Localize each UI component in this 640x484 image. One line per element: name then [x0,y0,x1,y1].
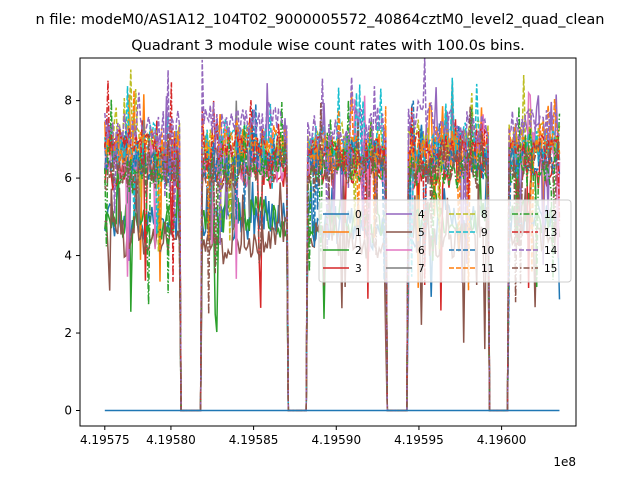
legend-label-12: 12 [544,209,557,221]
legend-label-15: 15 [544,263,557,275]
x-axis-offset-label: 1e8 [553,455,576,469]
y-tick-label: 6 [64,171,72,185]
chart-title: Quadrant 3 module wise count rates with … [131,38,525,54]
y-tick-label: 4 [64,249,72,263]
x-tick-label: 4.19595 [394,433,444,447]
series-line-14 [104,58,560,412]
figure-suptitle: n file: modeM0/AS1A12_104T02_9000005572_… [36,12,605,28]
x-tick-label: 4.19575 [80,433,130,447]
legend-label-2: 2 [355,245,362,257]
legend-label-0: 0 [355,209,362,221]
legend-label-11: 11 [481,263,494,275]
x-tick-label: 4.19600 [477,433,527,447]
legend-label-3: 3 [355,263,362,275]
y-tick-label: 2 [64,326,72,340]
legend-label-1: 1 [355,227,362,239]
legend-label-10: 10 [481,245,494,257]
legend-label-4: 4 [418,209,425,221]
legend-label-5: 5 [418,227,425,239]
y-tick-label: 8 [64,94,72,108]
x-axis: 4.19575 4.19580 4.19585 4.19590 4.19595 4.196… [80,426,526,447]
x-tick-label: 4.19590 [311,433,361,447]
legend-label-7: 7 [418,263,425,275]
series-line-15 [104,102,561,412]
legend-frame [318,199,572,283]
legend-label-14: 14 [544,245,558,257]
x-tick-label: 4.19580 [146,433,196,447]
legend-label-13: 13 [544,227,557,239]
legend-label-9: 9 [481,227,488,239]
x-tick-label: 4.19585 [229,433,279,447]
y-axis: 0 2 4 6 8 [64,94,80,418]
y-tick-label: 0 [64,404,72,418]
axes-frame [79,57,577,427]
legend-label-8: 8 [481,209,488,221]
legend-label-6: 6 [418,245,425,257]
